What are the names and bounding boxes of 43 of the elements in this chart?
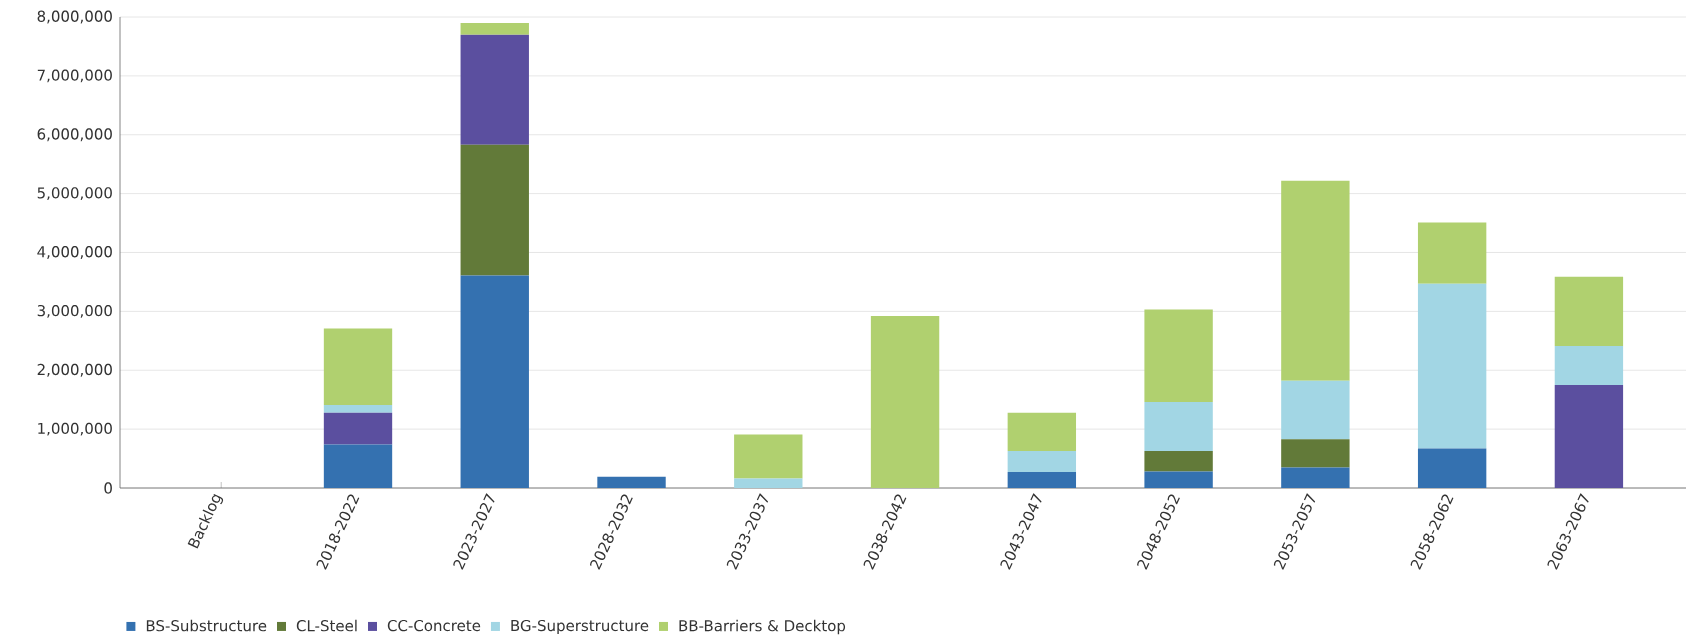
bar (1281, 439, 1350, 468)
bar (1417, 222, 1487, 284)
bar (1281, 467, 1350, 488)
bar (1281, 180, 1350, 381)
bar (734, 478, 803, 488)
bar (1144, 450, 1213, 472)
legend-label: CL-Steel (296, 619, 357, 632)
bar (1281, 380, 1350, 440)
bar (1554, 384, 1624, 488)
bar (1417, 448, 1487, 488)
y-tick-label: 8,000,000 (37, 10, 112, 24)
bar (1554, 346, 1624, 385)
y-tick-label: 2,000,000 (37, 363, 112, 377)
bar (460, 34, 529, 145)
bar (460, 22, 529, 35)
bar (1007, 412, 1077, 451)
y-tick-label: 4,000,000 (37, 246, 112, 259)
bar (460, 144, 529, 276)
bar (1417, 283, 1487, 449)
bar (323, 328, 393, 405)
legend-label: BG-Superstructure (511, 619, 649, 635)
bar (460, 275, 529, 488)
y-tick-label: 1,000,000 (38, 422, 112, 436)
y-tick-label: 7,000,000 (37, 69, 112, 83)
bar (870, 316, 940, 488)
y-tick-label: 3,000,000 (37, 304, 112, 318)
legend-label: CC-Concrete (387, 619, 481, 632)
bar (323, 412, 393, 445)
bar (1144, 471, 1213, 488)
bar (1144, 309, 1213, 403)
legend-label: BS-Substructure (146, 619, 267, 632)
bar (1007, 450, 1077, 473)
bar (323, 404, 393, 413)
bar (1554, 276, 1624, 347)
y-tick-label: 0 (104, 482, 112, 494)
y-tick-label: 6,000,000 (37, 128, 112, 142)
y-tick-label: 5,000,000 (37, 187, 112, 201)
legend-label: BB-Barriers & Decktop (679, 619, 846, 635)
bar (734, 434, 803, 479)
bar (597, 476, 666, 488)
bar (1007, 472, 1077, 488)
bar (323, 444, 393, 488)
bar (1144, 402, 1213, 451)
